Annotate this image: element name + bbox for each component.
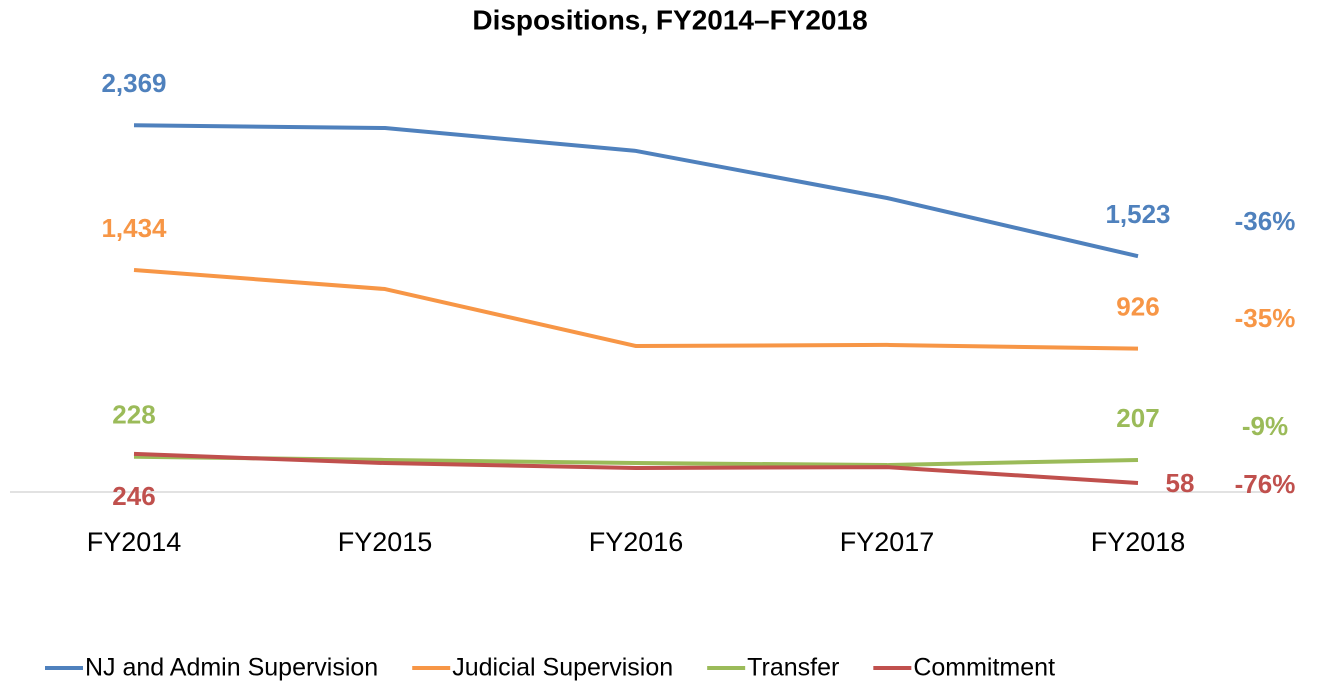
data-label: 1,434 [101, 213, 167, 243]
data-label: 207 [1116, 403, 1159, 433]
series-line [133, 268, 1139, 351]
data-label: 1,523 [1105, 199, 1170, 229]
legend-label: Commitment [913, 654, 1055, 682]
data-label: 246 [112, 481, 155, 511]
data-label: 228 [112, 400, 155, 430]
data-label: 926 [1116, 292, 1159, 322]
series-line [133, 451, 1139, 486]
x-tick-label: FY2014 [87, 527, 182, 557]
legend-label: NJ and Admin Supervision [85, 654, 378, 682]
x-tick-label: FY2017 [840, 527, 935, 557]
change-label: -36% [1235, 206, 1296, 236]
chart-title: Dispositions, FY2014–FY2018 [472, 4, 867, 35]
legend-label: Transfer [747, 654, 839, 682]
change-label: -35% [1235, 303, 1296, 333]
x-tick-label: FY2015 [338, 527, 433, 557]
series-line [133, 123, 1139, 259]
change-label: -76% [1235, 469, 1296, 499]
data-label: 58 [1166, 468, 1195, 498]
data-label: 2,369 [101, 68, 166, 98]
legend-label: Judicial Supervision [452, 654, 673, 682]
x-tick-label: FY2018 [1091, 527, 1186, 557]
change-label: -9% [1242, 411, 1288, 441]
x-tick-label: FY2016 [589, 527, 684, 557]
